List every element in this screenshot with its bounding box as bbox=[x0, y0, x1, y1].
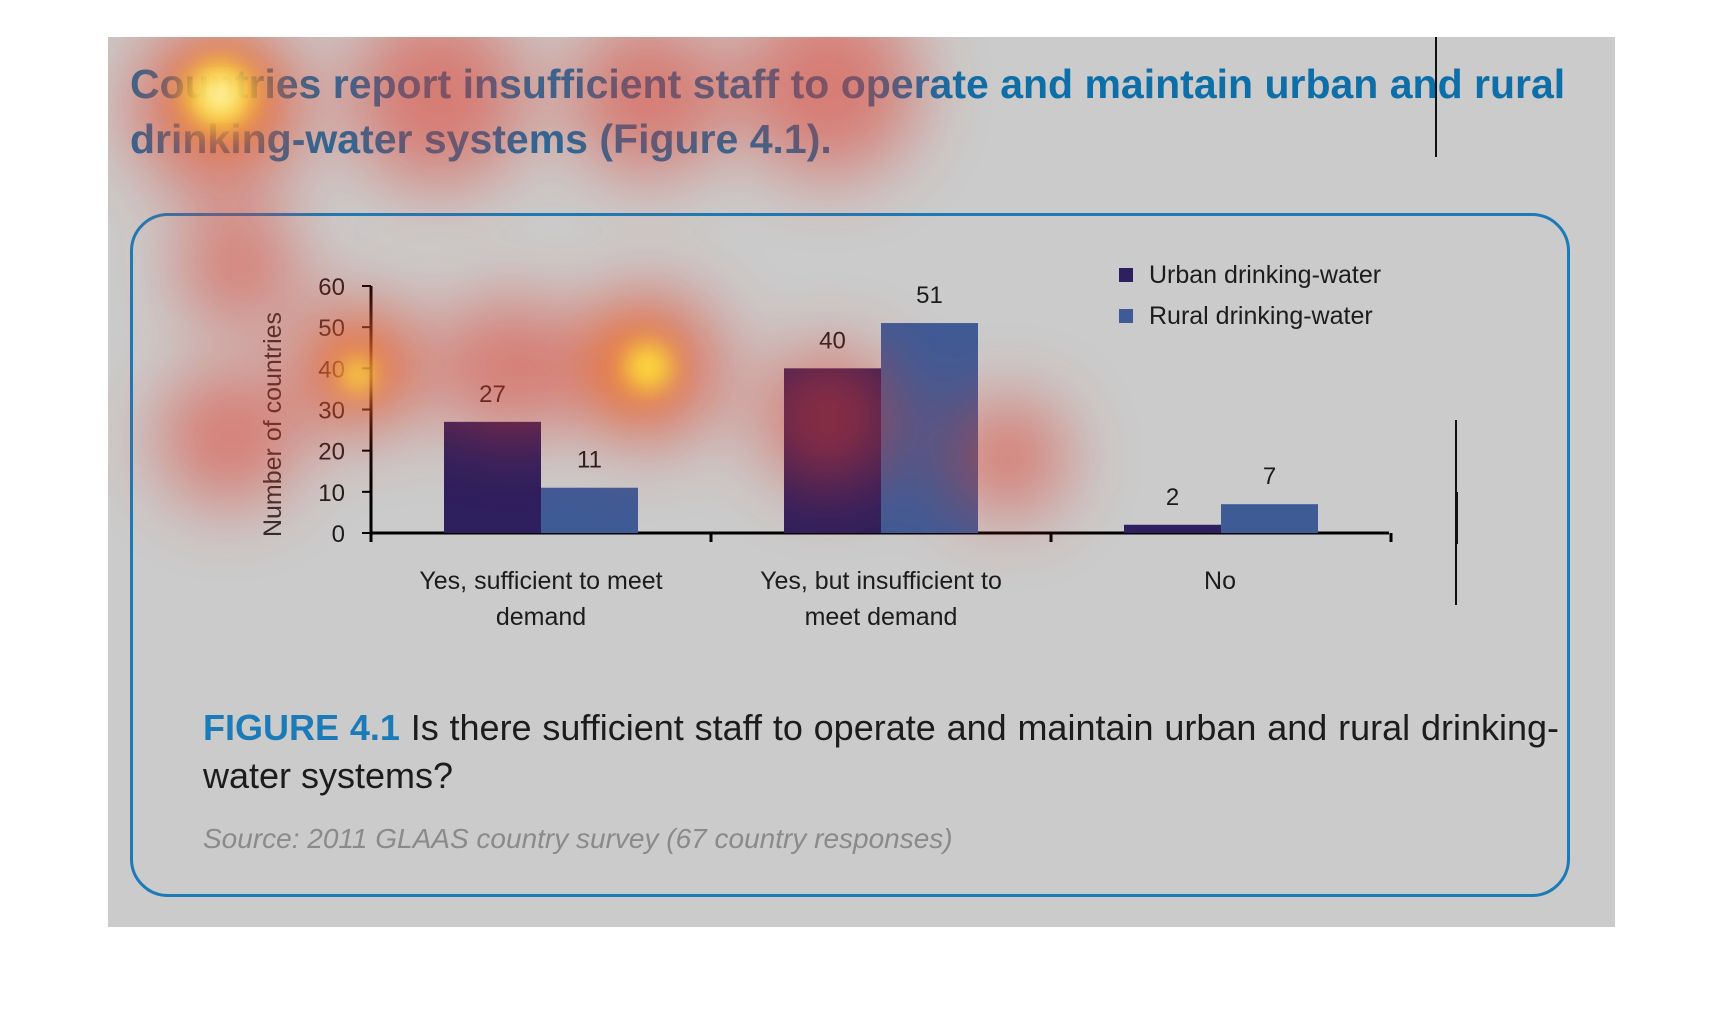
bar bbox=[1124, 524, 1221, 533]
y-tick-label: 0 bbox=[332, 521, 345, 548]
y-tick-label: 40 bbox=[318, 356, 345, 383]
data-label: 7 bbox=[1263, 463, 1276, 490]
y-tick-label: 50 bbox=[318, 315, 345, 342]
x-tick-label: Yes, sufficient to meet bbox=[419, 567, 662, 595]
y-tick-label: 30 bbox=[318, 398, 345, 425]
figure-caption-text: Is there sufficient staff to operate and… bbox=[203, 707, 1559, 796]
x-tick-label: No bbox=[1204, 567, 1236, 595]
y-tick-label: 20 bbox=[318, 439, 345, 466]
figure-caption: FIGURE 4.1 Is there sufficient staff to … bbox=[203, 704, 1559, 800]
y-tick-label: 10 bbox=[318, 480, 345, 507]
data-label: 11 bbox=[577, 447, 602, 474]
data-label: 40 bbox=[819, 327, 846, 354]
report-panel: Countries report insufficient staff to o… bbox=[108, 37, 1615, 927]
legend-swatch bbox=[1119, 268, 1133, 282]
data-label: 51 bbox=[916, 282, 943, 309]
bar bbox=[541, 487, 638, 533]
cursor-line bbox=[1455, 492, 1458, 544]
cursor-line bbox=[1435, 37, 1437, 157]
bar bbox=[1221, 504, 1318, 533]
bar bbox=[444, 421, 541, 533]
x-tick-label: demand bbox=[496, 603, 586, 631]
x-tick-label: Yes, but insufficient to bbox=[760, 567, 1002, 595]
headline: Countries report insufficient staff to o… bbox=[130, 61, 1566, 162]
bar bbox=[881, 323, 978, 533]
data-label: 27 bbox=[479, 381, 506, 408]
y-axis-title: Number of countries bbox=[259, 312, 287, 537]
legend-label: Rural drinking-water bbox=[1149, 302, 1373, 330]
legend-label: Urban drinking-water bbox=[1149, 261, 1381, 289]
y-tick-label: 60 bbox=[318, 274, 345, 301]
figure-source: Source: 2011 GLAAS country survey (67 co… bbox=[203, 823, 953, 854]
figure-box: 0 10 20 30 40 50 60 Number of countries 27 11 Yes,… bbox=[130, 213, 1570, 897]
bar bbox=[784, 368, 881, 533]
legend-swatch bbox=[1119, 309, 1133, 323]
data-label: 2 bbox=[1166, 484, 1179, 511]
figure-label: FIGURE 4.1 bbox=[203, 707, 400, 748]
x-tick-label: meet demand bbox=[805, 603, 958, 631]
